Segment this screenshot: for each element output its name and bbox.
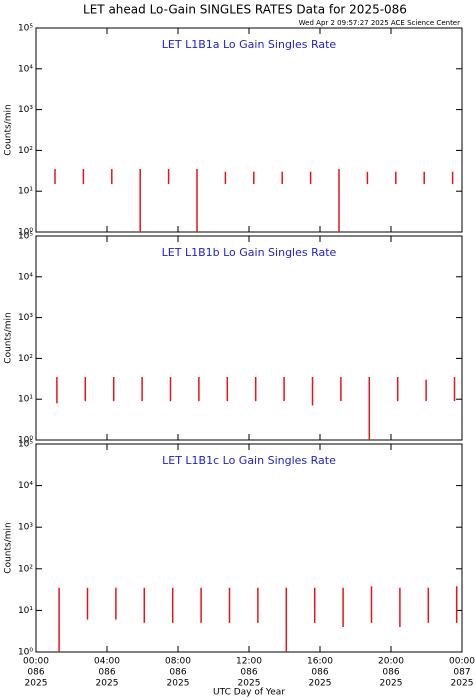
x-axis-label: UTC Day of Year [213,688,285,698]
rate-line [56,377,456,440]
x-tick-label: 08:00 [165,657,191,667]
y-tick-label: 10⁴ [18,64,33,74]
x-tick-label: 086 [98,668,115,678]
panel-title: LET L1B1a Lo Gain Singles Rate [162,38,337,51]
y-tick-label: 10⁰ [18,436,33,446]
plot-frame [35,443,463,653]
x-tick-label: 2025 [96,679,119,689]
y-tick-label: 10² [18,564,33,574]
x-tick-label: 086 [311,668,328,678]
x-tick-label: 00:00 [23,657,49,667]
x-tick-label: 2025 [309,679,332,689]
panel-title: LET L1B1c Lo Gain Singles Rate [162,454,336,467]
plot-frame [35,27,463,233]
x-tick-label: 2025 [25,679,48,689]
page-title: LET ahead Lo-Gain SINGLES RATES Data for… [83,3,407,17]
y-tick-label: 10⁵ [18,24,33,34]
x-tick-label: 2025 [451,679,474,689]
x-tick-label: 086 [382,668,399,678]
y-tick-label: 10⁰ [18,228,33,238]
y-tick-label: 10⁰ [18,648,33,658]
y-tick-label: 10² [18,146,33,156]
plot-frame [35,235,463,441]
y-tick-label: 10⁴ [18,272,33,282]
y-tick-label: 10⁵ [18,440,33,450]
y-tick-label: 10⁴ [18,481,33,491]
y-tick-label: 10³ [18,105,33,115]
x-tick-label: 20:00 [378,657,404,667]
rate-line [58,586,458,652]
x-tick-label: 2025 [238,679,261,689]
x-tick-label: 086 [169,668,186,678]
x-tick-label: 04:00 [94,657,120,667]
timestamp: Wed Apr 2 09:57:27 2025 ACE Science Cent… [299,19,460,27]
y-tick-label: 10¹ [18,606,33,616]
x-tick-label: 086 [27,668,44,678]
panel-title: LET L1B1b Lo Gain Singles Rate [162,246,337,259]
x-tick-label: 087 [453,668,470,678]
x-tick-label: 086 [240,668,257,678]
y-axis-label: Counts/min [4,522,14,573]
y-tick-label: 10³ [18,523,33,533]
y-tick-label: 10² [18,354,33,364]
x-tick-label: 2025 [380,679,403,689]
y-tick-label: 10¹ [18,187,33,197]
y-tick-label: 10¹ [18,395,33,405]
y-axis-label: Counts/min [4,312,14,363]
y-tick-label: 10⁵ [18,232,33,242]
x-tick-label: 00:00 [449,657,475,667]
y-tick-label: 10³ [18,313,33,323]
rate-line [54,169,454,232]
x-tick-label: 12:00 [236,657,262,667]
x-tick-label: 2025 [167,679,190,689]
x-tick-label: 16:00 [307,657,333,667]
y-axis-label: Counts/min [4,104,14,155]
